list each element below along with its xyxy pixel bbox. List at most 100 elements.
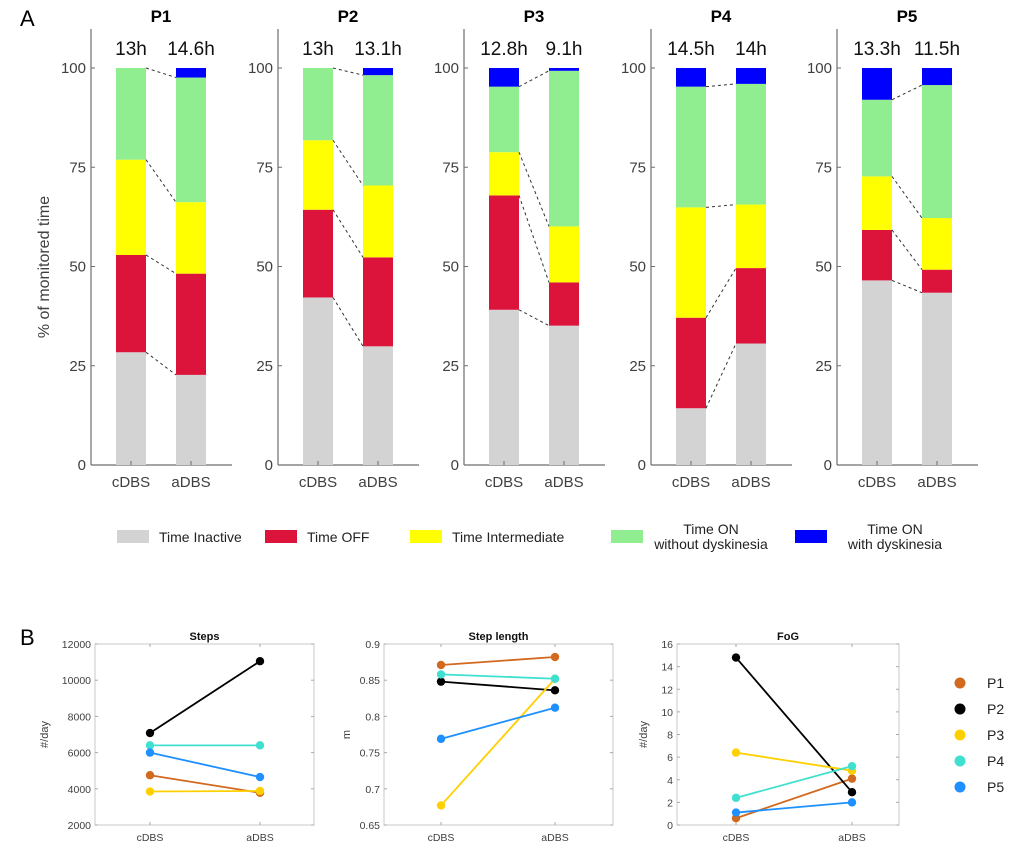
bar-segment-time-inactive	[676, 408, 706, 465]
y-tick-label: 0.85	[360, 675, 381, 687]
plot-title: FoG	[777, 631, 799, 643]
series-line	[440, 673, 556, 680]
subplot-title: P3	[524, 7, 545, 26]
y-tick-label: 50	[442, 259, 459, 276]
series-p5	[731, 798, 857, 817]
subplot-p3: P3 0 25 50 75 100 cDBS 12.8h aDBS 9.1h	[434, 7, 605, 491]
series-p1	[436, 652, 560, 670]
legend-label: with dyskinesia	[847, 536, 942, 552]
data-point	[731, 748, 741, 757]
y-tick-label: 100	[434, 60, 459, 77]
bar-cdbs	[489, 68, 519, 465]
series-line	[149, 751, 261, 778]
legend-marker	[954, 703, 966, 715]
subplot-p1: P1 0 25 50 75 100 cDBS 13h aDBS 14.6h	[61, 7, 232, 491]
y-tick-label: 100	[61, 60, 86, 77]
subplot-title: P2	[338, 7, 359, 26]
legend-label: Time ON	[867, 521, 922, 537]
segment-connector	[332, 209, 364, 258]
segment-connector	[145, 351, 177, 376]
legend-entry: Time Inactive	[117, 529, 242, 545]
bar-segment-time-intermediate	[676, 207, 706, 318]
bar-segment-time-inactive	[862, 280, 892, 465]
panel-a-letter: A	[20, 6, 35, 31]
bar-segment-time-inactive	[489, 309, 519, 465]
bar-segment-time-intermediate	[489, 152, 519, 196]
bar-segment-time-off	[862, 229, 892, 281]
segment-connector	[518, 309, 550, 327]
data-point	[255, 772, 265, 782]
panel-a-legend: Time Inactive Time OFF Time Intermediate Ti…	[117, 521, 942, 552]
y-tick-label: 25	[815, 358, 832, 375]
legend-label: P2	[987, 701, 1004, 717]
bar-segment-time-intermediate	[736, 204, 766, 269]
monitored-hours-label: 14.6h	[167, 39, 215, 60]
series-p3	[145, 786, 265, 796]
y-tick-label: 0	[667, 820, 673, 832]
data-point	[145, 741, 155, 750]
bar-cdbs	[862, 68, 892, 465]
x-tick-label: cDBS	[672, 474, 710, 491]
legend-label: P3	[987, 727, 1004, 743]
series-line	[440, 680, 556, 692]
y-tick-label: 8000	[68, 711, 92, 723]
series-p4	[145, 741, 265, 750]
data-point	[255, 656, 265, 666]
legend-label: P1	[987, 675, 1004, 691]
panel-b: Steps #/day 2000 4000 6000 8000 10000 12000 cDBS…	[39, 631, 900, 844]
y-axis-label: #/day	[39, 721, 51, 748]
bar-segment-time-intermediate	[303, 140, 333, 210]
bar-segment-time-inactive	[922, 292, 952, 465]
y-axis-label: m	[341, 730, 353, 739]
data-point	[145, 728, 155, 738]
y-tick-label: 100	[248, 60, 273, 77]
bar-segment-time-intermediate	[176, 202, 206, 274]
x-tick-label: cDBS	[723, 832, 750, 844]
data-point	[255, 786, 265, 796]
segment-connector	[705, 267, 737, 318]
bar-segment-time-off	[736, 268, 766, 344]
bar-segment-time-on-with-dyskinesia	[363, 68, 393, 76]
y-tick-label: 100	[807, 60, 832, 77]
y-tick-label: 2	[667, 797, 673, 809]
series-line	[735, 751, 853, 772]
legend-swatch	[265, 530, 297, 543]
bar-cdbs	[676, 68, 706, 465]
monitored-hours-label: 13h	[115, 39, 147, 60]
x-tick-label: aDBS	[358, 474, 397, 491]
segment-connector	[145, 67, 177, 79]
y-tick-label: 6000	[68, 748, 92, 760]
data-point	[731, 808, 741, 817]
data-point	[436, 677, 446, 686]
bar-adbs	[922, 68, 952, 465]
bar-adbs	[176, 68, 206, 465]
legend-label: without dyskinesia	[653, 536, 768, 552]
legend-label: Time ON	[683, 521, 738, 537]
bar-segment-time-intermediate	[862, 176, 892, 230]
y-tick-label: 50	[256, 259, 273, 276]
bar-segment-time-off	[116, 254, 146, 353]
data-point	[436, 660, 446, 670]
x-tick-label: cDBS	[858, 474, 896, 491]
plot-frame	[383, 643, 614, 826]
bar-segment-time-inactive	[736, 343, 766, 465]
bar-segment-time-intermediate	[922, 218, 952, 270]
segment-connector	[705, 343, 737, 409]
legend-entry-p1: P1	[954, 675, 1004, 691]
segment-connector	[332, 67, 364, 76]
bar-segment-time-on-with-dyskinesia	[489, 68, 519, 87]
y-axis-label: % of monitored time	[36, 196, 53, 338]
y-tick-label: 25	[69, 358, 86, 375]
legend-entry-p2: P2	[954, 701, 1004, 717]
y-tick-label: 8	[667, 730, 673, 742]
bar-segment-time-on-with-dyskinesia	[176, 68, 206, 78]
segment-connector	[518, 70, 550, 88]
bar-segment-time-on-without-dyskinesia	[922, 85, 952, 219]
y-tick-label: 0.75	[360, 748, 381, 760]
bar-segment-time-on-without-dyskinesia	[549, 70, 579, 227]
plot-frame	[676, 643, 900, 826]
series-p4	[731, 761, 857, 803]
bar-segment-time-inactive	[549, 325, 579, 465]
